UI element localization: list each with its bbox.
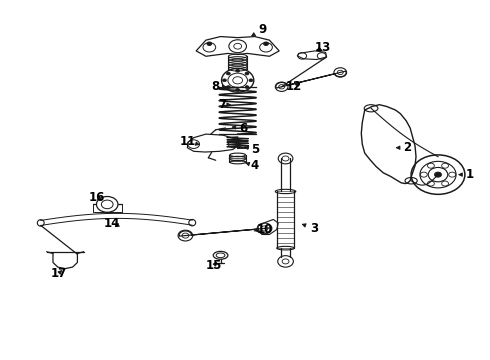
Circle shape bbox=[264, 42, 269, 45]
Text: 5: 5 bbox=[245, 143, 259, 156]
Text: 12: 12 bbox=[286, 80, 302, 93]
Text: 17: 17 bbox=[50, 267, 67, 280]
Circle shape bbox=[245, 86, 249, 89]
Circle shape bbox=[226, 86, 230, 89]
Circle shape bbox=[236, 89, 240, 91]
Text: 11: 11 bbox=[180, 135, 199, 148]
Text: 6: 6 bbox=[232, 122, 247, 135]
Text: 1: 1 bbox=[459, 168, 474, 181]
Text: 7: 7 bbox=[218, 98, 230, 111]
Circle shape bbox=[245, 72, 249, 75]
Text: 16: 16 bbox=[89, 191, 105, 204]
Text: 2: 2 bbox=[396, 141, 411, 154]
Text: 13: 13 bbox=[315, 41, 331, 54]
Text: 9: 9 bbox=[252, 23, 266, 36]
Circle shape bbox=[236, 69, 240, 72]
Text: 3: 3 bbox=[302, 222, 318, 235]
Circle shape bbox=[226, 72, 230, 75]
Circle shape bbox=[207, 42, 212, 45]
Text: 15: 15 bbox=[206, 259, 222, 272]
Text: 4: 4 bbox=[245, 159, 259, 172]
Circle shape bbox=[249, 79, 253, 82]
Text: 14: 14 bbox=[104, 217, 120, 230]
Text: 8: 8 bbox=[212, 80, 226, 93]
Text: 10: 10 bbox=[254, 222, 273, 236]
Circle shape bbox=[222, 79, 226, 82]
Circle shape bbox=[435, 172, 441, 177]
